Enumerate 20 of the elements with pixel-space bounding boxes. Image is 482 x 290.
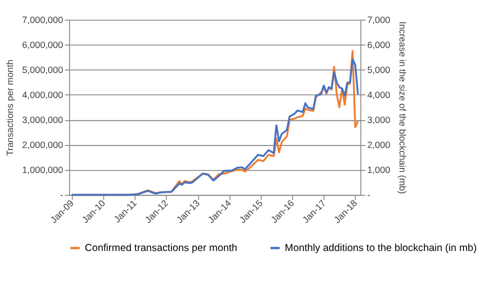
y-tick-label: 2,000,000 xyxy=(22,140,64,150)
y2-tick-label: 5,000 xyxy=(367,64,390,75)
y2-tick-label: 4,000 xyxy=(367,90,390,100)
y-tick-label: 6,000,000 xyxy=(22,40,64,50)
legend-label: Confirmed transactions per month xyxy=(84,242,238,254)
y2-tick-label: 3,000 xyxy=(367,115,390,126)
y-tick-label: - xyxy=(60,190,64,200)
y-axis-title: Transactions per month xyxy=(4,60,15,156)
y-tick-label: 1,000,000 xyxy=(22,165,64,176)
y-tick-label: 5,000,000 xyxy=(22,64,64,75)
y2-tick-label: - xyxy=(367,190,370,200)
y2-tick-label: 1,000 xyxy=(367,165,390,176)
y-tick-label: 7,000,000 xyxy=(22,14,64,25)
y-tick-label: 4,000,000 xyxy=(22,90,64,100)
y-tick-label: 3,000,000 xyxy=(22,115,64,126)
y2-tick-label: 6,000 xyxy=(367,40,390,50)
legend-label: Monthly additions to the blockchain (in mb) xyxy=(284,242,477,254)
y2-tick-label: 2,000 xyxy=(367,140,390,150)
y2-tick-label: 7,000 xyxy=(367,14,390,25)
y2-axis-title: Increase in the size of the blockchain (mb) xyxy=(398,22,408,194)
